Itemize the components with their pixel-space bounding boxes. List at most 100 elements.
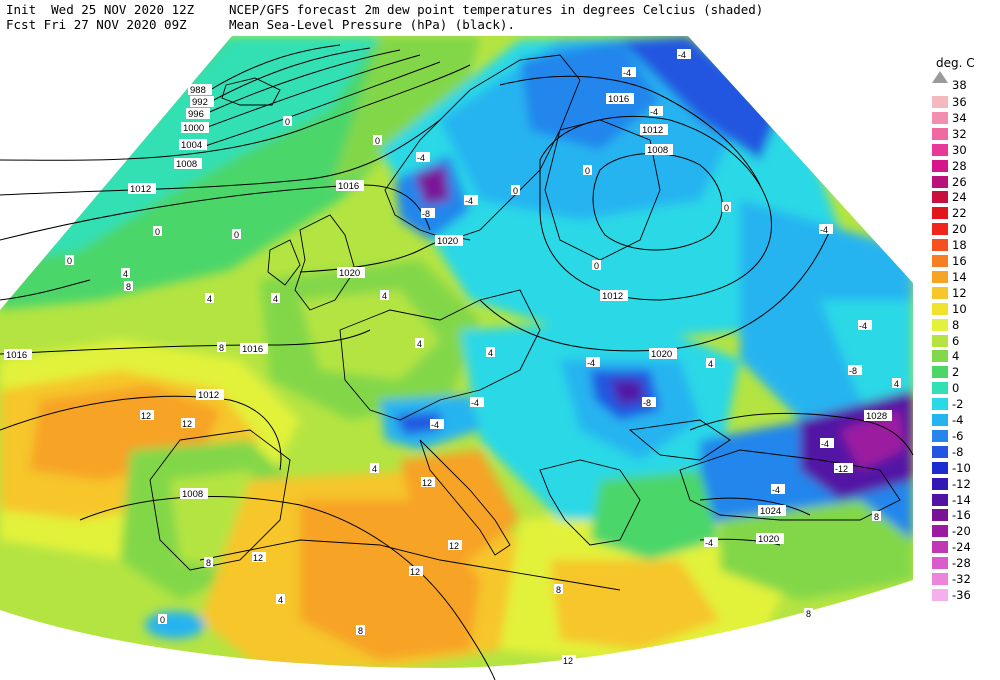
dewpoint-shading	[0, 36, 913, 668]
dewpoint-label: 8	[554, 584, 563, 595]
svg-text:1020: 1020	[758, 534, 779, 545]
isobar-label: 1012	[600, 290, 628, 302]
legend-label: 14	[952, 269, 967, 284]
svg-text:8: 8	[806, 609, 811, 619]
legend-swatch	[932, 525, 948, 538]
legend-label: -2	[952, 397, 964, 412]
legend-row: 6	[932, 334, 996, 348]
title-line-1: NCEP/GFS forecast 2m dew point temperatu…	[229, 2, 764, 17]
legend-row: -8	[932, 444, 996, 459]
dewpoint-label: 8	[204, 557, 213, 568]
coast-finland	[544, 119, 661, 261]
svg-text:4: 4	[708, 359, 713, 369]
isobar-label: 1008	[174, 158, 202, 170]
dewpoint-label: 12	[562, 655, 576, 666]
svg-text:1020: 1020	[437, 236, 458, 247]
svg-text:4: 4	[123, 269, 128, 279]
dewpoint-label: 4	[892, 378, 901, 389]
legend-swatch	[932, 414, 948, 426]
isobar-label: 1012	[196, 389, 224, 401]
isobar-label: 1012	[640, 124, 668, 136]
legend-swatch	[932, 159, 948, 172]
legend-swatch	[932, 223, 948, 236]
dewpoint-label: 4	[271, 293, 280, 304]
svg-text:0: 0	[67, 256, 72, 266]
legend-row: 8	[932, 318, 996, 332]
svg-text:-8: -8	[643, 398, 651, 408]
dewpoint-label: 4	[370, 463, 379, 474]
dewpoint-label: 8	[124, 281, 133, 292]
legend-swatch	[932, 334, 948, 347]
svg-text:1004: 1004	[181, 140, 202, 151]
legend-swatch	[932, 96, 948, 108]
init-time: Init Wed 25 NOV 2020 12Z	[6, 2, 195, 17]
isobar-1004	[204, 61, 441, 147]
dewpoint-label: 12	[409, 566, 423, 577]
svg-text:12: 12	[422, 478, 432, 488]
svg-text:12: 12	[182, 419, 192, 429]
legend-swatch	[932, 493, 948, 506]
isobar-label: 1028	[864, 410, 892, 422]
dewpoint-label: 8	[356, 625, 365, 636]
legend-label: -14	[952, 492, 971, 507]
legend-label: 26	[952, 174, 967, 189]
coast-british-isles	[294, 214, 356, 311]
svg-text:12: 12	[141, 411, 151, 421]
legend-label: -4	[952, 413, 964, 427]
legend-row: 32	[932, 127, 996, 141]
isobar-label: 1020	[337, 267, 365, 279]
legend-row: 4	[932, 349, 996, 363]
legend-label: 28	[952, 158, 967, 173]
svg-text:1008: 1008	[182, 489, 203, 500]
isobar-1024	[699, 497, 811, 516]
svg-text:0: 0	[724, 203, 729, 213]
dewpoint-label: 0	[283, 116, 292, 127]
isobar-996	[204, 49, 401, 115]
dewpoint-label: 4	[205, 293, 214, 304]
legend-row: 2	[932, 365, 996, 379]
isobar-label: 988	[188, 84, 212, 96]
legend-label: 20	[952, 222, 967, 237]
legend-arrow-icon	[932, 71, 948, 83]
dewpoint-label: 12	[448, 540, 462, 551]
svg-text:0: 0	[375, 136, 380, 146]
isobar-label: 1008	[645, 144, 673, 156]
legend-row: 34	[932, 111, 996, 125]
legend-row: -32	[932, 572, 996, 586]
legend-swatch	[932, 398, 948, 411]
svg-text:4: 4	[417, 339, 422, 349]
legend-row: 26	[932, 174, 996, 189]
legend-row: 12	[932, 286, 996, 300]
dewpoint-label: 0	[65, 255, 74, 266]
legend-row: 14	[932, 269, 996, 284]
legend-swatch	[932, 239, 948, 252]
dewpoint-label: 8	[804, 608, 813, 619]
svg-text:1020: 1020	[339, 268, 360, 279]
isobar-1012-low	[539, 115, 772, 301]
svg-text:4: 4	[273, 294, 278, 304]
legend-label: -6	[952, 428, 964, 443]
legend-label: -8	[952, 444, 964, 459]
legend-label: -24	[952, 540, 971, 555]
dewpoint-label: -8	[642, 397, 656, 408]
legend-row: 16	[932, 254, 996, 268]
svg-text:4: 4	[207, 294, 212, 304]
legend-label: -10	[952, 460, 971, 475]
svg-text:1012: 1012	[602, 291, 623, 302]
legend-row: 30	[932, 143, 996, 157]
svg-text:-4: -4	[417, 153, 425, 163]
svg-text:1012: 1012	[198, 390, 219, 401]
isobar-1016-north	[0, 184, 431, 241]
legend-label: -12	[952, 476, 971, 491]
legend-swatch	[932, 270, 948, 283]
svg-text:0: 0	[594, 261, 599, 271]
legend-swatch	[932, 461, 948, 474]
dewpoint-label: 12	[181, 418, 195, 429]
legend-label: -20	[952, 524, 971, 539]
isobar-label: 1008	[180, 488, 208, 500]
dewpoint-label: -4	[704, 537, 718, 548]
legend-row: -14	[932, 492, 996, 507]
isobar-label: 996	[186, 108, 210, 120]
svg-text:4: 4	[278, 595, 283, 605]
svg-text:-4: -4	[587, 358, 595, 368]
